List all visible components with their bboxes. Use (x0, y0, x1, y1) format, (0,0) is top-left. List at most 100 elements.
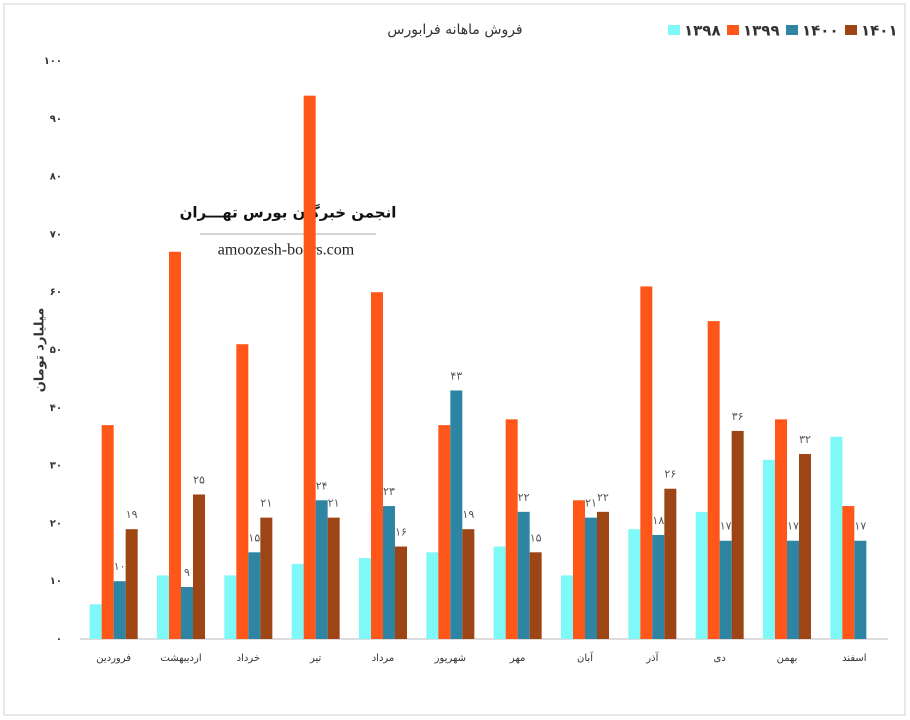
data-label: ۲۵ (193, 474, 205, 487)
y-tick-label: ۷۰ (50, 229, 62, 240)
bar (505, 419, 518, 639)
bar (561, 575, 573, 639)
bar (854, 540, 867, 639)
y-tick-label: ۲۰ (50, 518, 62, 529)
x-tick-label: آذر (645, 651, 659, 664)
bar (493, 546, 506, 639)
bar (438, 425, 451, 639)
data-label: ۱۷ (854, 520, 866, 533)
bar (842, 506, 855, 639)
y-tick-label: ۹۰ (50, 114, 62, 125)
bar (597, 511, 609, 639)
bar (830, 436, 843, 639)
watermark-box (195, 195, 380, 275)
chart-title: فروش ماهانه فرابورس (387, 22, 522, 38)
bar (640, 286, 653, 639)
bar (628, 529, 641, 639)
bar (787, 540, 799, 639)
data-label: ۲۲ (518, 491, 530, 504)
bar (731, 430, 744, 639)
legend-label: ۱۳۹۹ (743, 22, 780, 40)
watermark-title: انجمن خبرگان بورس تهـــران (180, 204, 397, 222)
bar (775, 419, 787, 639)
bar (462, 529, 475, 639)
data-label: ۳۲ (799, 433, 811, 446)
bar (707, 321, 720, 639)
bar (236, 344, 249, 639)
bar (169, 251, 181, 640)
x-tick-label: خرداد (237, 653, 260, 664)
data-label: ۳۶ (732, 410, 744, 423)
data-label: ۲۴ (316, 479, 328, 492)
bar (383, 506, 395, 639)
y-tick-label: ۱۰ (50, 576, 62, 587)
x-tick-label: آبان (577, 651, 594, 664)
data-label: ۱۹ (462, 508, 474, 521)
data-label: ۲۶ (664, 468, 676, 481)
bar (719, 540, 732, 639)
legend-swatch (845, 25, 857, 35)
legend-label: ۱۴۰۰ (802, 22, 839, 40)
bar (315, 500, 328, 639)
x-tick-label: اسفند (842, 653, 866, 664)
y-tick-label: ۵۰ (50, 345, 62, 356)
bar (450, 390, 463, 639)
bar (113, 581, 126, 639)
data-label: ۱۵ (248, 531, 260, 544)
data-label: ۹ (184, 566, 190, 579)
x-tick-label: مهر (509, 653, 525, 664)
data-label: ۱۹ (126, 508, 138, 521)
bar (193, 494, 205, 639)
bar (359, 558, 371, 639)
x-tick-label: مرداد (372, 653, 395, 664)
bar (395, 546, 407, 639)
bar (291, 563, 304, 639)
bar (260, 517, 273, 639)
bar (573, 500, 585, 639)
bar (664, 488, 677, 639)
bar (517, 511, 530, 639)
data-label: ۲۲ (597, 491, 609, 504)
legend-swatch (786, 25, 798, 35)
y-axis-label: میلیارد تومان (33, 308, 48, 393)
y-tick-label: ۶۰ (50, 287, 62, 298)
y-tick-label: ۳۰ (50, 461, 62, 472)
bar (181, 586, 193, 639)
legend-swatch (727, 25, 739, 35)
data-label: ۱۷ (787, 520, 799, 533)
y-tick-label: ۸۰ (50, 172, 62, 183)
x-tick-label: اردیبهشت (160, 653, 201, 664)
bar (224, 575, 237, 639)
bar (101, 425, 114, 639)
data-label: ۱۸ (652, 514, 664, 527)
bar (248, 552, 261, 639)
bar (125, 529, 138, 639)
bar (529, 552, 542, 639)
x-tick-label: شهریور (434, 653, 466, 664)
data-label: ۲۱ (585, 497, 597, 510)
bar (327, 517, 340, 639)
data-label: ۴۳ (450, 369, 462, 382)
legend-swatch (668, 25, 680, 35)
x-tick-label: فروردین (96, 653, 131, 664)
bar (763, 459, 775, 639)
data-label: ۲۱ (328, 497, 340, 510)
bar (371, 292, 383, 639)
bar (426, 552, 439, 639)
data-label: ۲۳ (383, 485, 395, 498)
bar (695, 511, 708, 639)
y-tick-label: ۴۰ (50, 403, 62, 414)
y-tick-label: ۰ (56, 634, 62, 645)
bar (157, 575, 169, 639)
bar (652, 534, 665, 639)
legend-label: ۱۳۹۸ (684, 22, 721, 40)
bar (89, 604, 102, 639)
data-label: ۱۰ (114, 560, 126, 573)
data-label: ۱۷ (720, 520, 732, 533)
bar (303, 95, 316, 640)
watermark-url: amoozesh-boors.com (218, 242, 355, 259)
bar (585, 517, 597, 639)
y-tick-label: ۱۰۰ (44, 56, 62, 67)
x-tick-label: بهمن (777, 653, 798, 664)
